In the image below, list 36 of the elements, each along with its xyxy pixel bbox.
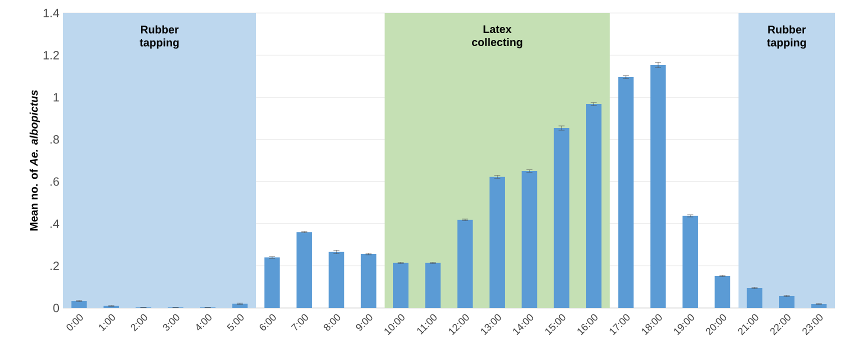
bar — [650, 65, 666, 308]
y-tick-label: .4 — [50, 220, 60, 228]
bar — [71, 301, 87, 308]
bar — [457, 220, 473, 308]
bar — [714, 276, 730, 308]
bar — [746, 288, 762, 308]
bar — [618, 77, 634, 308]
bar — [490, 176, 505, 308]
x-tick-label: 7:00 — [290, 314, 308, 330]
bar — [264, 257, 280, 308]
bar — [779, 296, 794, 308]
bar — [232, 304, 248, 308]
band-label: Rubber tapping — [767, 25, 806, 49]
bar — [328, 252, 344, 308]
bar — [360, 254, 376, 308]
x-tick-label: 6:00 — [260, 314, 276, 330]
y-tick-label: 1.2 — [44, 50, 59, 60]
band-label: Latex collecting — [472, 25, 522, 48]
y-tick-label: 0 — [53, 304, 60, 312]
bar — [586, 104, 602, 308]
band-label: Rubber tapping — [140, 25, 179, 49]
bar — [393, 262, 408, 308]
y-axis-title: Mean no. of Ae. albopictus — [30, 90, 40, 230]
bar — [425, 262, 441, 308]
bar — [296, 232, 312, 308]
bar — [682, 216, 698, 308]
x-tick-label: 0:00 — [66, 314, 83, 330]
bar — [554, 128, 570, 308]
x-tick-label: 4:00 — [196, 314, 212, 330]
bar — [522, 171, 538, 308]
bar — [811, 304, 827, 308]
y-tick-label: 1 — [54, 93, 59, 102]
y-tick-label: 1.4 — [44, 8, 60, 18]
y-tick-label: .8 — [50, 135, 59, 144]
y-tick-label: .6 — [50, 177, 59, 186]
y-tick-label: .2 — [50, 262, 59, 270]
